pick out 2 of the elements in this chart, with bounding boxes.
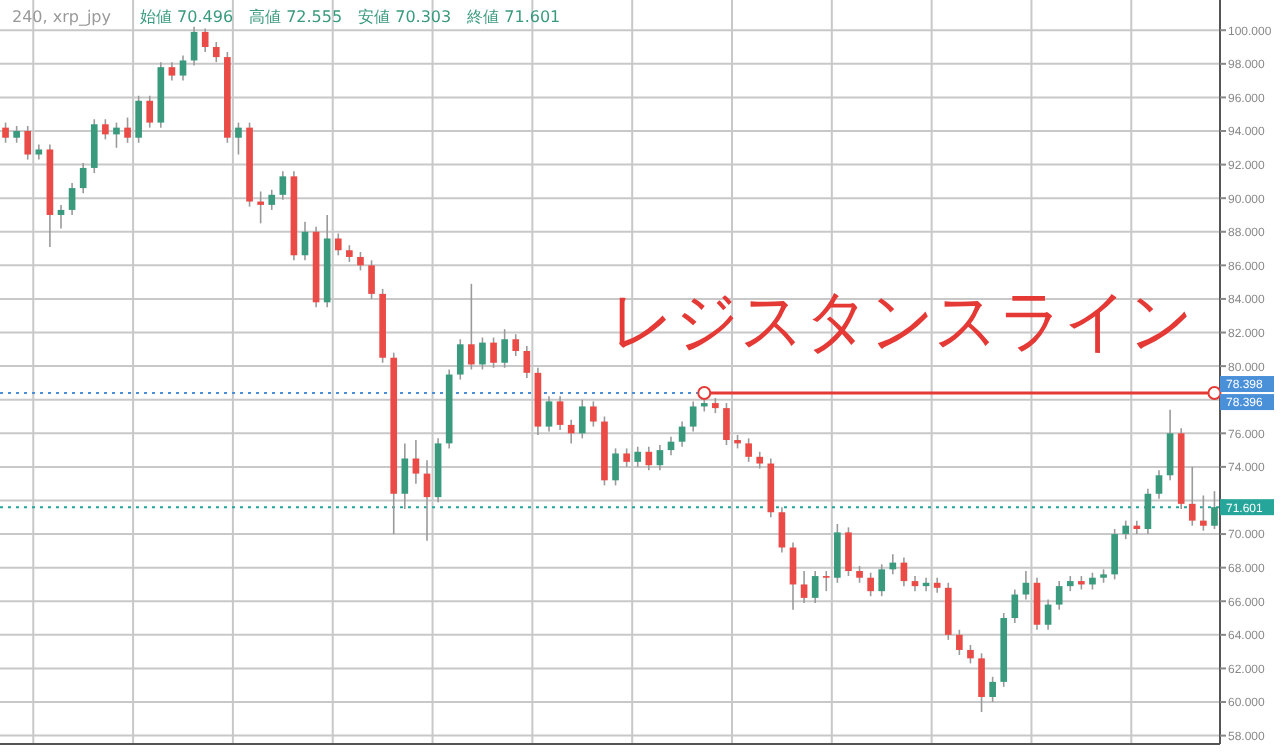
text: 240, xrp_jpy — [12, 8, 112, 26]
annotation: 始値 70.496 高値 72.555 安値 70.303 終値 71.601 — [140, 8, 561, 26]
